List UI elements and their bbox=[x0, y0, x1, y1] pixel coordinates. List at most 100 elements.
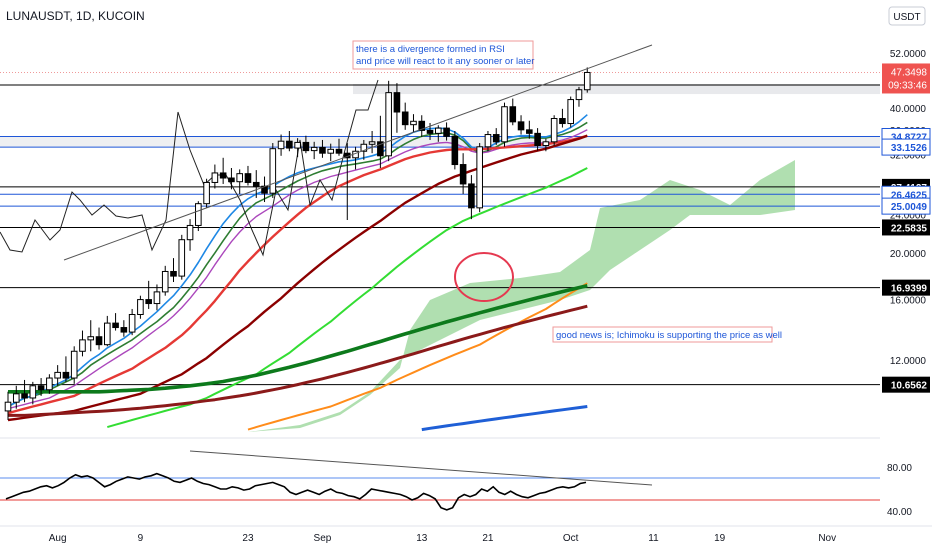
candle[interactable] bbox=[228, 168, 235, 190]
candle[interactable] bbox=[484, 131, 492, 152]
moving-average-line bbox=[107, 167, 588, 429]
ichimoku-cloud bbox=[248, 160, 795, 432]
price-level-label: 34.8727 bbox=[891, 132, 928, 143]
annotation-text: there is a divergence formed in RSI bbox=[356, 44, 505, 55]
time-tick-label: 23 bbox=[242, 533, 254, 544]
price-level-label: 25.0049 bbox=[891, 202, 928, 213]
candle[interactable] bbox=[310, 141, 318, 160]
candle[interactable] bbox=[203, 178, 210, 208]
candle[interactable] bbox=[335, 138, 343, 156]
candle[interactable] bbox=[244, 165, 252, 186]
candle[interactable] bbox=[137, 295, 144, 319]
moving-average-line bbox=[7, 134, 588, 422]
last-price-tag: 47.3498 09:33:46 bbox=[882, 63, 930, 94]
trend-line[interactable] bbox=[63, 44, 653, 261]
candle[interactable] bbox=[542, 138, 550, 152]
candle[interactable] bbox=[236, 169, 243, 194]
candle[interactable] bbox=[352, 146, 359, 170]
price-tick-label: 16.0000 bbox=[890, 296, 927, 307]
candle[interactable] bbox=[54, 365, 61, 386]
candle[interactable] bbox=[211, 164, 219, 189]
candle[interactable] bbox=[186, 219, 194, 251]
candle[interactable] bbox=[302, 135, 310, 154]
candle[interactable] bbox=[385, 80, 392, 162]
candle[interactable] bbox=[37, 378, 45, 396]
candle[interactable] bbox=[401, 102, 409, 130]
time-tick-label: 21 bbox=[482, 533, 494, 544]
symbol-title: LUNAUSDT, 1D, KUCOIN bbox=[6, 9, 145, 23]
resistance-band bbox=[353, 84, 880, 95]
candle[interactable] bbox=[178, 234, 186, 280]
annotation-note[interactable]: good news is; Ichimoku is supporting the… bbox=[552, 326, 782, 343]
rsi-tick-label: 80.00 bbox=[887, 463, 912, 474]
candle[interactable] bbox=[459, 153, 467, 194]
candle[interactable] bbox=[269, 143, 277, 198]
price-tick-label: 12.0000 bbox=[890, 356, 927, 367]
candle[interactable] bbox=[509, 98, 517, 126]
candle[interactable] bbox=[368, 131, 376, 154]
rsi-tick-label: 40.00 bbox=[887, 507, 912, 518]
candle[interactable] bbox=[252, 170, 260, 198]
price-tick-label: 24.0000 bbox=[890, 211, 927, 222]
candle[interactable] bbox=[161, 265, 169, 296]
candle[interactable] bbox=[567, 96, 575, 128]
candle[interactable] bbox=[12, 385, 20, 409]
candle[interactable] bbox=[443, 122, 450, 141]
candle[interactable] bbox=[559, 108, 566, 128]
candle[interactable] bbox=[4, 391, 12, 421]
candle[interactable] bbox=[120, 320, 128, 337]
time-tick-label: 19 bbox=[714, 533, 726, 544]
candle[interactable] bbox=[476, 143, 483, 213]
candle[interactable] bbox=[79, 330, 86, 357]
candle[interactable] bbox=[517, 115, 525, 135]
candle[interactable] bbox=[46, 374, 53, 394]
candle[interactable] bbox=[87, 320, 95, 352]
candle[interactable] bbox=[104, 315, 111, 347]
candle[interactable] bbox=[195, 201, 202, 232]
candle[interactable] bbox=[70, 346, 78, 384]
candle[interactable] bbox=[219, 157, 227, 184]
candle[interactable] bbox=[435, 125, 442, 142]
highlight-circle[interactable] bbox=[454, 252, 514, 302]
candle[interactable] bbox=[550, 115, 558, 146]
candle[interactable] bbox=[95, 327, 103, 350]
candle[interactable] bbox=[534, 128, 541, 151]
candle[interactable] bbox=[583, 67, 591, 93]
candle[interactable] bbox=[410, 114, 417, 133]
candle[interactable] bbox=[145, 280, 152, 309]
candle[interactable] bbox=[286, 131, 293, 152]
candle[interactable] bbox=[170, 258, 177, 283]
price-level-label: 10.6562 bbox=[891, 381, 928, 392]
candle[interactable] bbox=[377, 115, 384, 169]
candle[interactable] bbox=[29, 381, 37, 405]
moving-average-line bbox=[7, 129, 588, 410]
annotation-text: and price will react to it any sooner or… bbox=[356, 56, 534, 67]
candle[interactable] bbox=[418, 115, 426, 137]
candle[interactable] bbox=[153, 284, 161, 311]
candle[interactable] bbox=[21, 379, 28, 403]
candle[interactable] bbox=[327, 143, 335, 162]
candle[interactable] bbox=[277, 134, 285, 156]
time-tick-label: Sep bbox=[314, 533, 332, 544]
annotation-text: good news is; Ichimoku is supporting the… bbox=[556, 330, 782, 341]
candle[interactable] bbox=[468, 175, 475, 220]
rsi-trend-line[interactable] bbox=[189, 450, 653, 486]
candle[interactable] bbox=[526, 120, 533, 139]
price-level-label: 33.1526 bbox=[891, 143, 928, 154]
price-level-label: 22.5835 bbox=[891, 223, 928, 234]
candle[interactable] bbox=[501, 102, 508, 147]
rsi-overlay-line bbox=[0, 79, 379, 257]
candle[interactable] bbox=[294, 138, 301, 158]
currency-button[interactable]: USDT bbox=[888, 6, 926, 26]
candle[interactable] bbox=[575, 86, 583, 107]
candle[interactable] bbox=[112, 313, 119, 331]
candle[interactable] bbox=[492, 128, 500, 145]
candle[interactable] bbox=[62, 356, 70, 382]
candle[interactable] bbox=[451, 131, 459, 170]
candle[interactable] bbox=[393, 83, 401, 133]
candle[interactable] bbox=[128, 308, 136, 336]
candle[interactable] bbox=[319, 139, 326, 158]
